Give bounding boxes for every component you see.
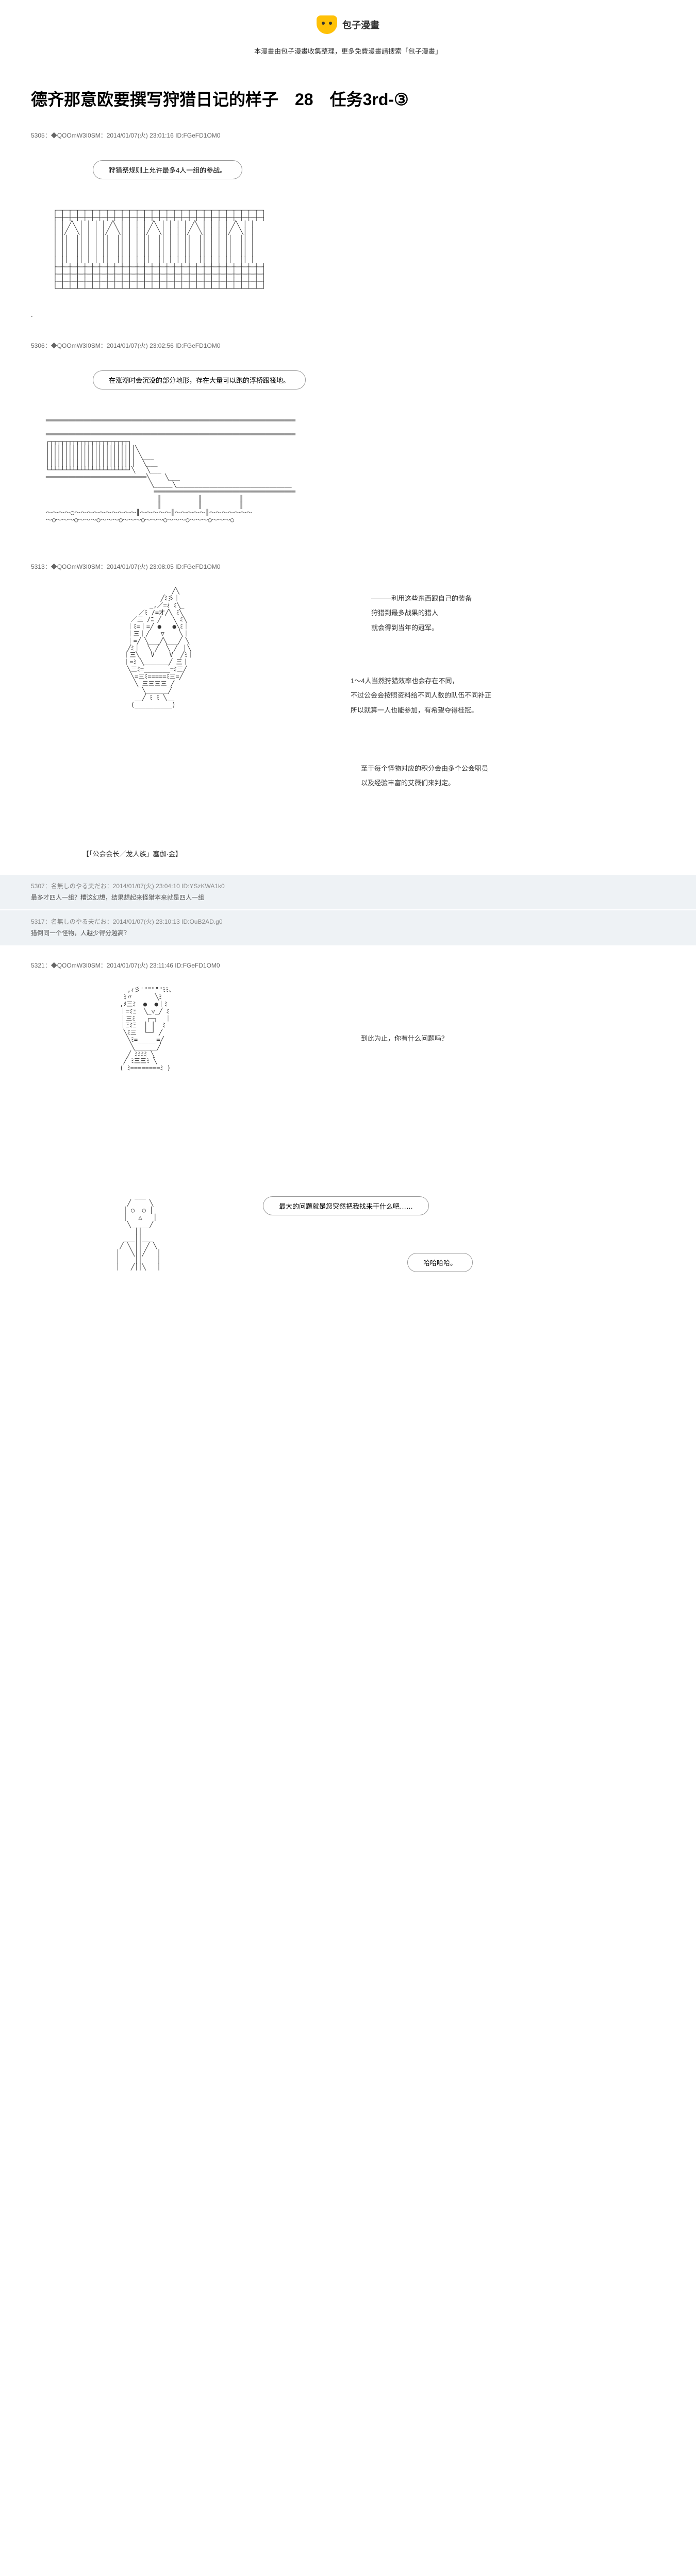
post: 5306：◆QOOmW3I0SM：2014/01/07(火) 23:02:56 … <box>0 336 696 557</box>
brand-name: 包子漫畫 <box>342 18 379 31</box>
post-text: . <box>31 310 665 320</box>
ascii-art-character: ,ｨ彡'"""""ﾐﾐ、 ﾐ〃 ╲ﾐ ,ﾒ三ﾐ ● ●｜ﾐ ｜=ﾐΞ ╲_▽_╱… <box>82 980 665 1079</box>
post-meta: 5313：◆QOOmW3I0SM：2014/01/07(火) 23:08:05 … <box>31 562 665 571</box>
reply-post: 5317：名無しのやる夫だお：2014/01/07(火) 23:10:13 ID… <box>0 910 696 945</box>
reply-post: 5307：名無しのやる夫だお：2014/01/07(火) 23:04:10 ID… <box>0 875 696 909</box>
tagline: 本漫畫由包子漫畫收集整理，更多免費漫畫請搜索「包子漫畫」 <box>0 46 696 56</box>
ascii-art: ════════════════════════════════════════… <box>31 410 665 531</box>
site-header: 包子漫畫 本漫畫由包子漫畫收集整理，更多免費漫畫請搜索「包子漫畫」 <box>0 0 696 66</box>
caption-box: 狩猎祭规则上允许最多4人一组的参战。 <box>93 160 242 179</box>
post: 5321：◆QOOmW3I0SM：2014/01/07(火) 23:11:46 … <box>0 945 696 1366</box>
character-signature: 【「公会会长／龙人族」塞伽·金】 <box>82 849 665 860</box>
reply-text: 最多才四人一组？糟这幻想，结果想起来怪猎本来就是四人一组 <box>31 892 665 904</box>
narration-text: ———利用这些东西跟自己的装备 狩猎到最多战果的猎人 就会得到当年的冠军。 <box>371 591 472 636</box>
speech-box: 最大的问题就是您突然把我找来干什么吧…… <box>263 1196 429 1215</box>
narration-text: 1～4人当然狩猎效率也会存在不同， 不过公会会按照资料给不同人数的队伍不同补正 … <box>351 674 491 718</box>
post: 5313：◆QOOmW3I0SM：2014/01/07(火) 23:08:05 … <box>0 557 696 875</box>
reply-text: 猎倒同一个怪物，人越少得分越高？ <box>31 928 665 939</box>
post-meta: 5306：◆QOOmW3I0SM：2014/01/07(火) 23:02:56 … <box>31 341 665 350</box>
narration-text: 至于每个怪物对应的积分会由多个公会职员 以及经验丰富的艾薇们来判定。 <box>361 761 488 791</box>
post-meta: 5321：◆QOOmW3I0SM：2014/01/07(火) 23:11:46 … <box>31 961 665 970</box>
post-meta: 5305：◆QOOmW3I0SM：2014/01/07(火) 23:01:16 … <box>31 131 665 140</box>
post: 5305：◆QOOmW3I0SM：2014/01/07(火) 23:01:16 … <box>0 126 696 336</box>
speech-box: 哈哈哈哈。 <box>407 1253 473 1272</box>
reply-meta: 5307：名無しのやる夫だお：2014/01/07(火) 23:04:10 ID… <box>31 881 665 892</box>
logo-icon <box>317 15 337 34</box>
ascii-art: ┌─┬─┬─┬─┬─┬─┬─┬─┬─┬─┬─┬─┬─┬─┬─┬─┬─┬─┬─┬─… <box>31 200 665 299</box>
reply-meta: 5317：名無しのやる夫だお：2014/01/07(火) 23:10:13 ID… <box>31 917 665 928</box>
page-title: 德齐那意欧要撰写狩猎日记的样子 28 任务3rd-③ <box>0 66 696 126</box>
caption-box: 在涨潮时会沉没的部分地形，存在大量可以跑的浮桥跟筏地。 <box>93 370 306 389</box>
speech-text: 到此为止，你有什么问题吗？ <box>361 1031 448 1046</box>
